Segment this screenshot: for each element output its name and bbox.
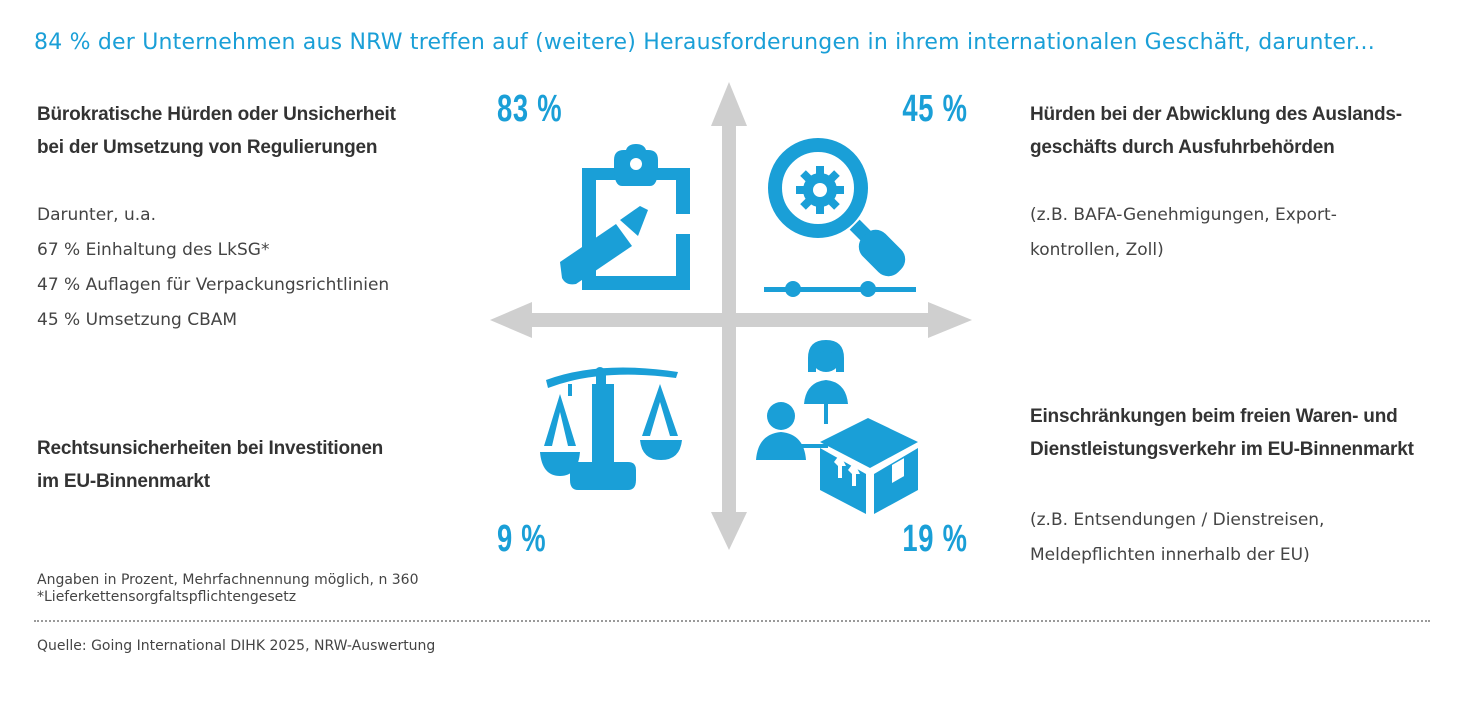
page-title: 84 % der Unternehmen aus NRW treffen auf… — [34, 30, 1375, 55]
heading-line: Bürokratische Hürden oder Unsicherheit — [37, 104, 396, 125]
people-box-icon — [756, 340, 918, 514]
detail-line: 45 % Umsetzung CBAM — [37, 310, 238, 330]
details-bottom-right: (z.B. Entsendungen / Dienstreisen, Melde… — [1030, 503, 1324, 573]
detail-line: 67 % Einhaltung des LkSG* — [37, 240, 270, 260]
footnotes: Angaben in Prozent, Mehrfachnennung mögl… — [37, 572, 419, 606]
percent-bottom-left: 9 % — [497, 518, 547, 560]
heading-top-right: Hürden bei der Abwicklung des Auslands- … — [1030, 98, 1402, 164]
heading-line: Einschränkungen beim freien Waren- und — [1030, 406, 1398, 427]
heading-line: geschäfts durch Ausfuhrbehörden — [1030, 137, 1335, 158]
source-note: Quelle: Going International DIHK 2025, N… — [37, 638, 436, 654]
heading-line: bei der Umsetzung von Regulierungen — [37, 137, 378, 158]
detail-line: Meldepflichten innerhalb der EU) — [1030, 545, 1310, 565]
footnote-sample: Angaben in Prozent, Mehrfachnennung mögl… — [37, 572, 419, 588]
heading-bottom-left: Rechtsunsicherheiten bei Investitionen i… — [37, 432, 383, 498]
percent-top-right: 45 % — [902, 88, 968, 130]
axis-cross — [490, 82, 972, 550]
details-top-right: (z.B. BAFA-Genehmigungen, Export- kontro… — [1030, 198, 1337, 268]
percent-top-left: 83 % — [497, 88, 563, 130]
scales-icon — [540, 367, 682, 490]
divider — [34, 620, 1430, 622]
heading-line: Hürden bei der Abwicklung des Auslands- — [1030, 104, 1402, 125]
magnifier-gear-icon — [764, 138, 916, 297]
heading-line: Rechtsunsicherheiten bei Investitionen — [37, 438, 384, 459]
heading-top-left: Bürokratische Hürden oder Unsicherheit b… — [37, 98, 396, 164]
detail-line: 47 % Auflagen für Verpackungsrichtlinien — [37, 275, 390, 295]
detail-line: (z.B. BAFA-Genehmigungen, Export- — [1030, 205, 1337, 225]
heading-bottom-right: Einschränkungen beim freien Waren- und D… — [1030, 400, 1414, 466]
heading-line: im EU-Binnenmarkt — [37, 471, 210, 492]
heading-line: Dienstleistungsverkehr im EU-Binnenmarkt — [1030, 439, 1414, 460]
clipboard-pen-icon — [560, 144, 690, 290]
detail-line: Darunter, u.a. — [37, 205, 156, 225]
detail-line: (z.B. Entsendungen / Dienstreisen, — [1030, 510, 1325, 530]
footnote-lksg: *Lieferkettensorgfaltspflichtengesetz — [37, 589, 297, 605]
percent-bottom-right: 19 % — [902, 518, 968, 560]
details-top-left: Darunter, u.a. 67 % Einhaltung des LkSG*… — [37, 198, 389, 338]
detail-line: kontrollen, Zoll) — [1030, 240, 1164, 260]
